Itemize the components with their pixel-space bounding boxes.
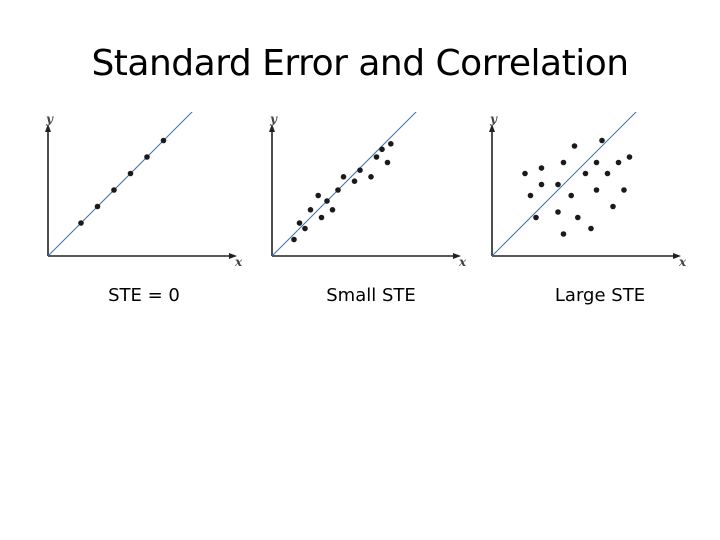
data-point bbox=[335, 187, 341, 193]
caption-small-ste: Small STE bbox=[326, 285, 416, 306]
x-axis-arrow bbox=[453, 253, 461, 259]
y-axis-label: y bbox=[45, 112, 54, 126]
x-axis-label: x bbox=[458, 255, 466, 269]
y-axis-label: y bbox=[269, 112, 278, 126]
data-point bbox=[111, 187, 117, 193]
scatter-plot-small-ste: yx bbox=[269, 112, 466, 269]
data-point bbox=[160, 137, 167, 144]
data-point bbox=[340, 174, 347, 180]
data-point bbox=[568, 192, 574, 199]
data-point bbox=[307, 207, 314, 213]
data-point bbox=[604, 170, 611, 177]
data-point bbox=[291, 236, 297, 243]
data-point bbox=[78, 220, 84, 226]
data-point bbox=[329, 207, 336, 213]
data-point bbox=[388, 141, 394, 147]
data-point bbox=[626, 154, 633, 160]
y-axis-arrow bbox=[269, 124, 275, 132]
data-point bbox=[560, 231, 567, 237]
data-point bbox=[621, 187, 627, 193]
regression-line bbox=[271, 112, 417, 257]
x-axis-arrow bbox=[673, 253, 681, 259]
x-axis-label: x bbox=[234, 255, 242, 269]
caption-large-ste: Large STE bbox=[554, 285, 646, 306]
y-axis-label: y bbox=[489, 112, 498, 126]
regression-line bbox=[47, 112, 193, 257]
regression-line bbox=[491, 112, 637, 257]
x-axis-arrow bbox=[229, 253, 237, 259]
data-point bbox=[373, 154, 380, 160]
data-point bbox=[610, 203, 616, 210]
data-point bbox=[599, 137, 605, 144]
scatter-plot-large-ste: yx bbox=[489, 112, 686, 269]
data-point bbox=[575, 214, 581, 221]
caption-ste-zero: STE = 0 bbox=[108, 285, 180, 306]
data-point bbox=[379, 146, 385, 153]
data-point bbox=[351, 178, 358, 184]
y-axis-arrow bbox=[45, 124, 51, 132]
data-point bbox=[522, 170, 528, 177]
data-point bbox=[582, 170, 589, 177]
data-point bbox=[296, 220, 303, 226]
y-axis-arrow bbox=[489, 124, 495, 132]
data-point bbox=[615, 159, 622, 166]
data-point bbox=[571, 143, 578, 149]
slide-title: Standard Error and Correlation bbox=[91, 43, 629, 84]
data-point bbox=[593, 187, 600, 193]
data-point bbox=[384, 159, 391, 166]
data-point bbox=[357, 167, 363, 173]
data-point bbox=[588, 225, 594, 232]
data-point bbox=[538, 165, 545, 171]
data-point bbox=[593, 159, 600, 166]
data-point bbox=[538, 181, 545, 188]
data-point bbox=[368, 174, 374, 180]
data-point bbox=[302, 225, 308, 232]
x-axis-label: x bbox=[678, 255, 686, 269]
data-point bbox=[533, 214, 539, 221]
scatter-plot-ste-zero: yx bbox=[45, 112, 242, 269]
data-point bbox=[324, 198, 330, 204]
data-point bbox=[555, 181, 561, 188]
data-point bbox=[560, 159, 567, 166]
data-point bbox=[94, 203, 101, 210]
data-point bbox=[144, 154, 150, 160]
data-point bbox=[315, 192, 321, 199]
data-point bbox=[527, 192, 534, 199]
data-point bbox=[318, 214, 325, 221]
data-point bbox=[127, 170, 134, 177]
data-point bbox=[555, 209, 561, 215]
